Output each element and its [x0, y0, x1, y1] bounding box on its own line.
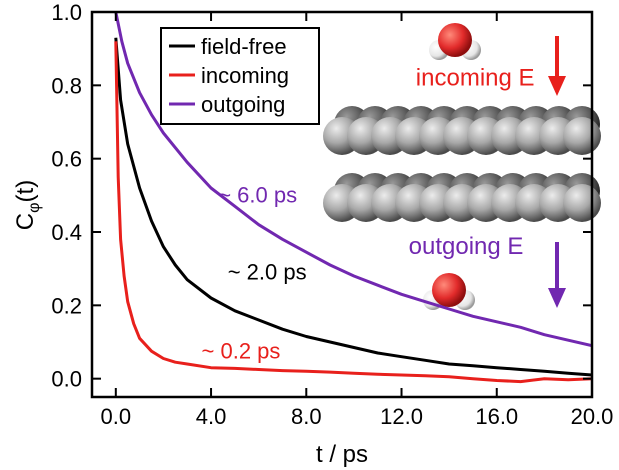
- arrow-head: [548, 288, 566, 308]
- water-molecule-icon: [429, 23, 481, 60]
- annotation: incoming E: [416, 64, 535, 91]
- x-tick-label: 8.0: [291, 404, 322, 429]
- arrow-head: [548, 76, 566, 96]
- y-tick-label: 0.6: [51, 147, 82, 172]
- x-tick-label: 4.0: [196, 404, 227, 429]
- carbon-atom: [563, 184, 601, 222]
- x-axis: 0.0 4.0 8.0 12.0 16.0 20.0: [101, 12, 614, 429]
- annotation: ~ 0.2 ps: [202, 339, 281, 364]
- y-tick-label: 0.0: [51, 367, 82, 392]
- oxygen-atom: [432, 273, 466, 307]
- inset-illustration: [323, 23, 601, 310]
- legend-label: field-free: [201, 34, 287, 59]
- annotation: outgoing E: [409, 233, 524, 260]
- x-tick-label: 16.0: [475, 404, 518, 429]
- y-axis-label-main: C: [12, 213, 39, 230]
- down-arrow-icon: [548, 36, 566, 96]
- plot-frame: [90, 10, 594, 399]
- legend: field-free incoming outgoing: [160, 27, 320, 125]
- series-layer: [114, 12, 592, 384]
- x-axis-label: t / ps: [316, 441, 368, 468]
- annotation: ~ 2.0 ps: [228, 260, 307, 285]
- graphene-layer-icon: [323, 173, 601, 222]
- series-line-field-free: [114, 37, 592, 377]
- y-axis-label-sub: φ: [26, 202, 43, 212]
- x-tick-label: 12.0: [380, 404, 423, 429]
- y-tick-label: 0.2: [51, 293, 82, 318]
- annotations: ~ 6.0 ps ~ 2.0 ps ~ 0.2 ps incoming E outgoi…: [202, 64, 535, 363]
- oxygen-atom: [438, 23, 472, 57]
- legend-label: outgoing: [201, 92, 285, 117]
- y-tick-label: 0.8: [51, 73, 82, 98]
- y-tick-label: 1.0: [51, 0, 82, 25]
- legend-label: incoming: [201, 63, 289, 88]
- annotation: ~ 6.0 ps: [218, 183, 297, 208]
- graphene-layer-icon: [323, 106, 601, 155]
- series-line-incoming: [114, 41, 592, 384]
- series-line-outgoing: [114, 12, 592, 348]
- y-axis-label-suffix: (t): [12, 180, 39, 203]
- x-tick-label: 20.0: [571, 404, 614, 429]
- y-axis-label: Cφ(t): [12, 180, 43, 230]
- y-tick-label: 0.4: [51, 220, 82, 245]
- y-axis: 0.0 0.2 0.4 0.6 0.8 1.0: [51, 0, 592, 392]
- carbon-atom: [563, 117, 601, 155]
- x-tick-label: 0.0: [101, 404, 132, 429]
- down-arrow-icon: [548, 242, 566, 308]
